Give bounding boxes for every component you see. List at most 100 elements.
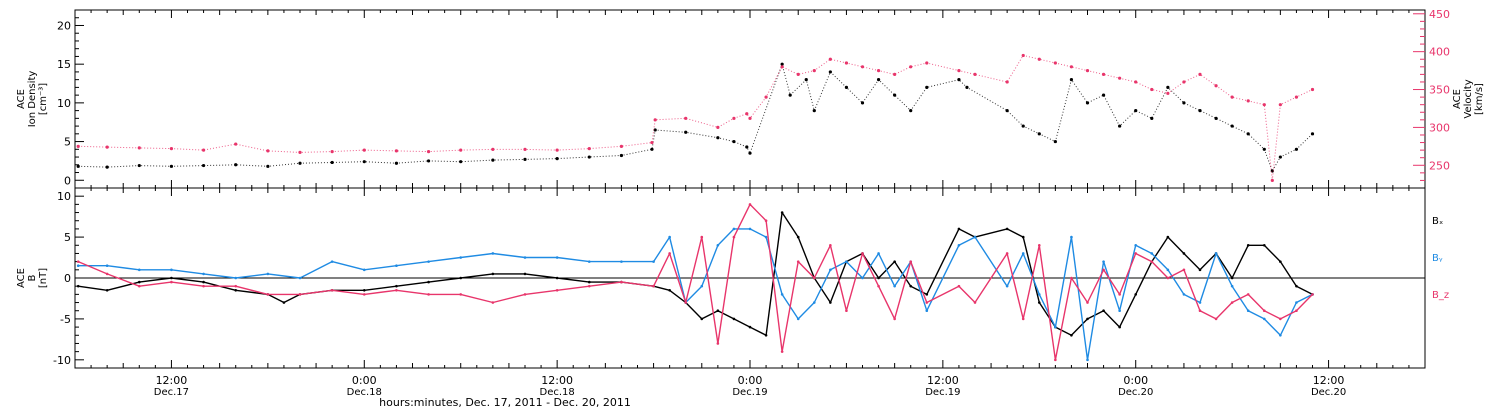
- velocity-point: [459, 148, 463, 152]
- b-series-point: [459, 276, 463, 280]
- ion-density-point: [957, 78, 961, 82]
- b-series-point: [1182, 293, 1186, 296]
- b-series-point: [716, 243, 720, 247]
- ion-density-point: [491, 158, 495, 162]
- velocity-point: [362, 148, 366, 152]
- b-series-point: [1295, 284, 1298, 288]
- b-series-point: [1134, 243, 1138, 247]
- b-series-point: [395, 284, 398, 288]
- b-series-point: [1230, 301, 1234, 304]
- b-series-point: [1102, 260, 1105, 263]
- b-series-point: [282, 301, 286, 304]
- b-series-point: [1037, 293, 1041, 296]
- b-series-point: [1230, 276, 1234, 280]
- y-axis-label-right-line: [km/s]: [1474, 83, 1485, 115]
- ion-density-point: [1069, 78, 1074, 82]
- b-series-point: [684, 301, 688, 304]
- ion-density-point: [234, 163, 238, 167]
- velocity-point: [860, 65, 865, 69]
- b-series-point: [957, 284, 961, 288]
- velocity-point: [748, 116, 752, 120]
- legend-entry: Bₓ: [1432, 216, 1443, 227]
- b-series-point: [202, 284, 205, 288]
- b-series-point: [266, 272, 270, 276]
- velocity-point: [491, 147, 495, 151]
- x-axis-label: hours:minutes, Dec. 17, 2011 - Dec. 20, …: [379, 396, 631, 409]
- b-series-point: [587, 284, 591, 288]
- velocity-point: [1166, 91, 1170, 95]
- b-series-point: [1182, 252, 1186, 255]
- b-series-point: [395, 264, 398, 268]
- b-series-point: [668, 252, 671, 255]
- ion-density-point: [105, 165, 109, 169]
- b-series-point: [362, 288, 366, 292]
- b-series-point: [1198, 268, 1202, 272]
- b-series-point: [523, 293, 527, 296]
- b-series-point: [1134, 252, 1138, 255]
- b-series-point: [491, 301, 495, 304]
- b-series-point: [909, 260, 913, 263]
- b-series-point: [234, 284, 238, 288]
- y-tick-label-left: 5: [64, 136, 71, 149]
- b-series-point: [587, 280, 591, 284]
- b-y-tick-label: -5: [60, 313, 71, 326]
- b-series-point: [909, 284, 913, 288]
- b-series-point: [829, 268, 832, 272]
- b-series-point: [748, 203, 752, 206]
- b-series-point: [732, 227, 736, 231]
- x-tick-time-label: 12:00: [1313, 374, 1345, 387]
- velocity-trace: [78, 54, 1313, 181]
- b-series-point: [1295, 301, 1298, 304]
- b-series-point: [1214, 252, 1218, 255]
- b-series-point: [523, 256, 527, 259]
- b-series-point: [1037, 301, 1041, 304]
- ion-density-trace: [78, 62, 1313, 173]
- y-tick-label-left: 0: [64, 174, 71, 187]
- b-series-point: [1150, 252, 1154, 255]
- b-series-point: [861, 252, 864, 255]
- b-series-point: [973, 235, 977, 239]
- b-series-point: [829, 243, 832, 247]
- velocity-point: [619, 144, 624, 148]
- panel1-frame: [74, 9, 1426, 189]
- b-series-point: [234, 276, 238, 280]
- y-tick-label-right: 250: [1429, 159, 1450, 172]
- b-series-point: [202, 280, 205, 284]
- b-series-point: [1118, 309, 1121, 313]
- b-series-point: [362, 293, 366, 296]
- b-series-point: [925, 309, 929, 313]
- b-series-point: [620, 280, 623, 284]
- b-series-point: [266, 293, 270, 296]
- b-series-point: [1279, 333, 1282, 337]
- b-series-point: [700, 235, 704, 239]
- b-series-point: [491, 272, 495, 276]
- b-series-point: [587, 260, 591, 263]
- b-series-point: [861, 276, 864, 280]
- x-tick-time-label: 0:00: [738, 374, 763, 387]
- x-tick-time-label: 0:00: [1123, 374, 1148, 387]
- x-tick-date-label: Dec.19: [925, 387, 960, 398]
- b-series-point: [330, 260, 334, 263]
- b-series-point: [137, 280, 141, 284]
- legend-entry: B_z: [1432, 290, 1449, 301]
- b-y-axis-label-line: ACE: [16, 268, 27, 288]
- b-y-axis-label: ACEB[nT]: [16, 268, 49, 288]
- b-series-point: [973, 301, 977, 304]
- b-series-point: [105, 288, 109, 292]
- b-series-point: [1086, 358, 1089, 362]
- velocity-point: [266, 149, 270, 153]
- b-series-point: [105, 264, 109, 268]
- b-series-point: [1021, 235, 1025, 239]
- b-series-point: [957, 227, 961, 231]
- b-series-point: [732, 317, 736, 321]
- velocity-point: [1101, 72, 1106, 76]
- b-series-point: [298, 293, 302, 296]
- x-tick-date-label: Dec.19: [732, 387, 767, 398]
- b-series-point: [1070, 235, 1073, 239]
- velocity-point: [1262, 103, 1266, 107]
- y-axis-label-left-line: Ion Density: [27, 71, 38, 128]
- velocity-point: [716, 125, 720, 130]
- y-tick-label-right: 300: [1429, 121, 1450, 134]
- b-series-point: [925, 301, 929, 304]
